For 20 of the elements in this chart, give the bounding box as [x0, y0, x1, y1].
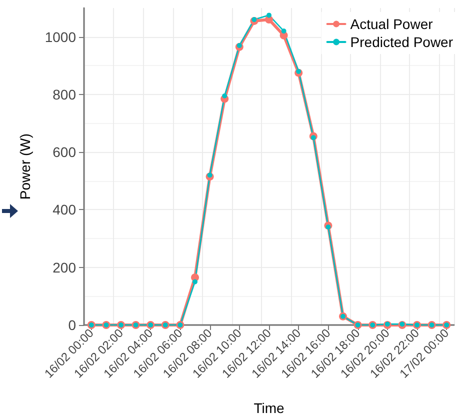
point — [326, 224, 331, 230]
y-tick-label: 1000 — [44, 28, 76, 45]
y-tick-label: 400 — [52, 202, 76, 218]
y-tick-label: 200 — [52, 259, 76, 276]
point — [266, 12, 272, 18]
point — [310, 135, 316, 140]
y-tick-label: 800 — [52, 86, 76, 102]
y-tick-label: 600 — [52, 144, 76, 160]
point — [222, 93, 228, 98]
point — [192, 279, 198, 284]
point — [236, 42, 242, 48]
point — [252, 17, 257, 22]
x-axis-title: Time — [254, 400, 285, 416]
y-axis-title: Power (W) — [17, 133, 33, 200]
legend-label: Actual Power — [350, 16, 434, 32]
legend-label: Predicted Power — [350, 34, 454, 50]
point — [281, 28, 286, 34]
point — [207, 172, 212, 178]
y-tick-label: 0 — [68, 317, 76, 333]
point — [296, 68, 302, 74]
